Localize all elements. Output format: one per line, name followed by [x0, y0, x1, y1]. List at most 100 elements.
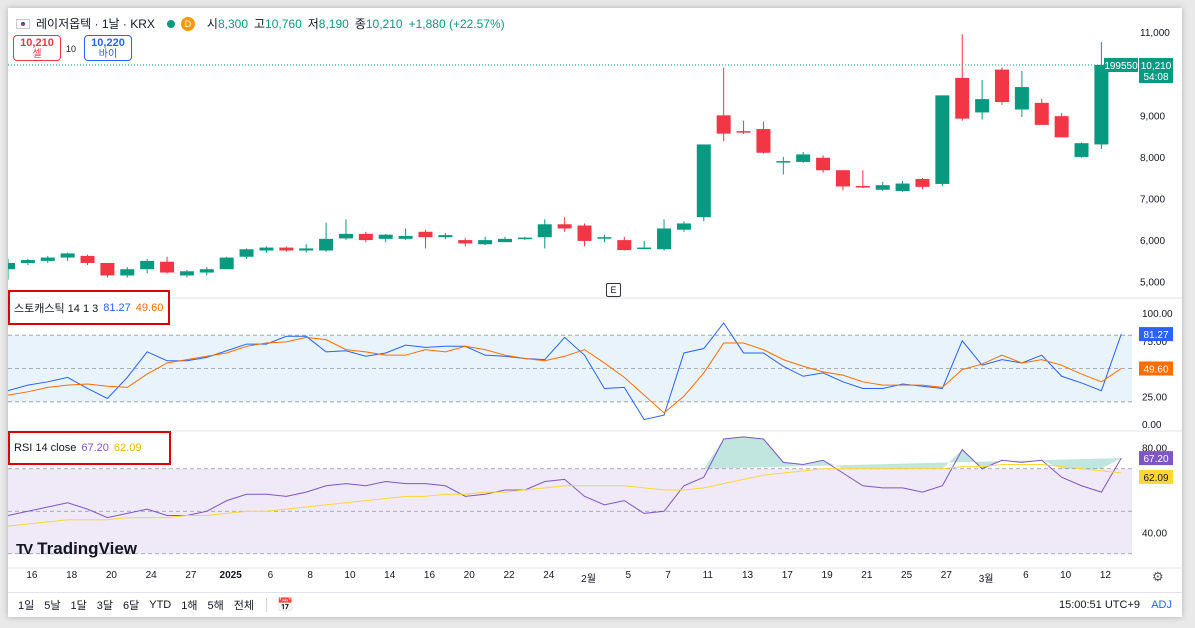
- ohlc-close: 종10,210: [355, 15, 403, 32]
- chart-frame: 11,00010,0009,0008,0007,0006,0005,000199…: [8, 8, 1182, 617]
- candle-body: [875, 185, 890, 190]
- candle-body: [1014, 87, 1029, 110]
- stoch-tick-label: 75.00: [1142, 337, 1167, 348]
- time-tick-label: 6: [267, 570, 274, 581]
- rsi-legend[interactable]: RSI 14 close 67.20 62.09: [8, 431, 171, 465]
- last-price-tag: 10,210: [1141, 61, 1172, 72]
- last-price-tag-bg: [1139, 58, 1173, 84]
- rsi-ma-value: 62.09: [113, 442, 142, 454]
- candle-body: [1054, 116, 1069, 138]
- price-tick-label: 8,000: [1140, 153, 1165, 164]
- time-axis[interactable]: 16 18 20 24 27 2025 6 8 10 14 16 20 22 24 2월 5 7 11 13 17 19…: [8, 570, 1182, 585]
- time-tick-label: 27: [185, 570, 197, 581]
- time-tick-label: 16: [423, 570, 436, 581]
- candle-body: [1074, 143, 1089, 157]
- bar-countdown: 54:08: [1143, 72, 1168, 83]
- settings-gear-icon[interactable]: ⚙: [1152, 569, 1164, 584]
- sell-button[interactable]: 10,210 셀: [13, 35, 61, 61]
- ohlc-open-value: 8,300: [217, 17, 248, 31]
- candle-body: [935, 95, 950, 184]
- tradingview-logo-icon: TV: [16, 540, 33, 558]
- time-tick-label: 25: [901, 570, 913, 581]
- ohlc-low: 저8,190: [308, 15, 349, 32]
- timeframe-5y[interactable]: 5해: [207, 600, 224, 612]
- time-tick-label: 27: [940, 570, 952, 581]
- rsi-ma-tag-bg: [1139, 470, 1173, 484]
- candle-body: [796, 154, 811, 162]
- price-tick-label: 9,000: [1140, 111, 1165, 122]
- time-tick-label: 10: [1060, 570, 1072, 581]
- candle-body: [955, 77, 970, 119]
- candle-body: [637, 247, 652, 250]
- time-tick-label: 16: [26, 570, 38, 581]
- symbol-title: 레이저옵텍 · 1날 · KRX: [36, 17, 155, 31]
- stochastic-name: 스토캐스틱 14 1 3: [14, 302, 99, 315]
- session-clock[interactable]: 15:00:51 UTC+9: [1058, 599, 1140, 611]
- buy-button[interactable]: 10,220 바이: [84, 35, 132, 61]
- candle-body: [915, 178, 930, 187]
- timeframe-1m[interactable]: 1달: [70, 600, 87, 612]
- market-open-dot-icon: [166, 19, 175, 28]
- timeframe-1d[interactable]: 1일: [18, 600, 35, 612]
- ohlc-close-label: 종: [354, 17, 366, 31]
- ohlc-open: 시8,300: [207, 15, 248, 32]
- rsi-tag-bg: [1139, 451, 1173, 466]
- volume-tag-bg: [1104, 58, 1138, 73]
- stoch-k-tag-bg: [1139, 327, 1173, 342]
- candle-body: [1094, 65, 1109, 145]
- candle-body: [120, 269, 135, 276]
- candle-body: [338, 233, 353, 239]
- time-tick-label: 24: [543, 570, 555, 581]
- tradingview-logo[interactable]: TV TradingView: [16, 539, 137, 559]
- timeframe-1y[interactable]: 1해: [181, 600, 198, 612]
- timeframe-6m[interactable]: 6달: [123, 600, 140, 612]
- timeframe-all[interactable]: 전체: [233, 600, 254, 612]
- stoch-k-line: [8, 322, 1122, 421]
- candle-body: [199, 269, 214, 273]
- candle-body: [756, 129, 771, 153]
- candle-body: [716, 115, 731, 134]
- candle-body: [179, 271, 194, 276]
- time-tick-label: 19: [821, 570, 833, 581]
- candle-body: [299, 248, 314, 251]
- candle-body: [8, 262, 15, 270]
- time-tick-label: 2월: [581, 574, 596, 585]
- earnings-marker[interactable]: E: [606, 283, 621, 297]
- korea-flag-icon: [16, 18, 30, 29]
- candle-body: [617, 240, 632, 251]
- rsi-tick-label: 40.00: [1142, 529, 1167, 540]
- delay-badge: D: [180, 16, 195, 31]
- candle-body: [279, 247, 294, 251]
- price-tick-label: 11,000: [1140, 28, 1170, 39]
- candle-body: [517, 237, 532, 240]
- candle-body: [140, 260, 155, 270]
- timeframe-ytd[interactable]: YTD: [149, 599, 172, 611]
- time-tick-label: 7: [665, 570, 671, 581]
- buy-price: 10,220: [91, 37, 125, 49]
- rsi-value: 67.20: [81, 442, 109, 454]
- candle-body: [438, 235, 453, 238]
- candle-body: [557, 224, 572, 229]
- time-tick-label: 11: [702, 570, 713, 581]
- candle-body: [995, 69, 1009, 103]
- price-tick-label: 6,000: [1140, 236, 1165, 247]
- bottom-toolbar: 1일 5날 1달 3달 6달 YTD 1해 5해 전체 📅 15:00:51 U…: [8, 592, 1182, 617]
- adjust-toggle[interactable]: ADJ: [1151, 599, 1172, 611]
- time-tick-label: 5: [625, 570, 632, 581]
- rsi-tag: 67.20: [1143, 454, 1168, 465]
- stochastic-legend[interactable]: 스토캐스틱 14 1 3 81.27 49.60: [8, 290, 170, 325]
- date-range-calendar-icon[interactable]: 📅: [277, 597, 294, 612]
- ohlc-high: 고10,760: [254, 15, 302, 32]
- ohlc-high-label: 고: [254, 17, 266, 31]
- sell-price: 10,210: [20, 37, 54, 49]
- volume-tag: 199550: [1104, 61, 1138, 72]
- price-tick-label: 5,000: [1140, 278, 1165, 289]
- timeframe-3m[interactable]: 3달: [96, 600, 113, 612]
- toolbar-divider: [266, 598, 267, 612]
- symbol-legend[interactable]: 레이저옵텍 · 1날 · KRX D 시8,300 고10,760 저8,190…: [16, 15, 505, 32]
- stoch-d-tag-bg: [1139, 361, 1173, 376]
- candle-body: [1034, 102, 1049, 125]
- timeframe-5d[interactable]: 5날: [44, 600, 61, 612]
- rsi-name: RSI 14 close: [14, 442, 77, 454]
- chart-canvas[interactable]: 11,00010,0009,0008,0007,0006,0005,000199…: [8, 8, 1182, 592]
